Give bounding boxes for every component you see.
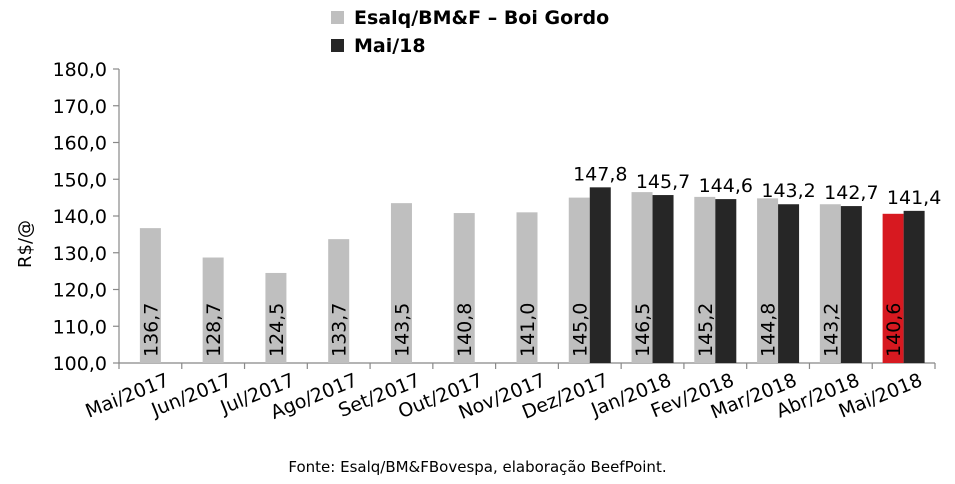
bar-esalq [202, 257, 224, 363]
bar-esalq [390, 203, 412, 363]
data-label-esalq: 124,5 [266, 303, 288, 357]
source-note: Fonte: Esalq/BM&FBovespa, elaboração Bee… [288, 458, 667, 476]
data-label-esalq: 128,7 [203, 303, 225, 357]
data-label-mai18: 142,7 [824, 182, 878, 204]
bar-mai18 [778, 204, 800, 363]
bar-mai18 [589, 187, 611, 363]
legend: Esalq/BM&F – Boi Gordo Mai/18 [331, 7, 609, 57]
bar-esalq [694, 196, 716, 363]
data-label-mai18: 145,7 [636, 171, 690, 193]
data-label-esalq: 136,7 [140, 303, 162, 357]
bar-esalq [882, 213, 904, 363]
bar-esalq [819, 204, 841, 363]
y-tick-label: 120,0 [53, 280, 107, 302]
y-tick-label: 140,0 [53, 206, 107, 228]
legend-swatch [331, 39, 344, 52]
y-tick-label: 160,0 [53, 133, 107, 155]
bar-esalq [631, 192, 653, 363]
bar-mai18 [652, 195, 674, 363]
data-label-esalq: 145,0 [569, 303, 591, 357]
bar-esalq [265, 272, 287, 363]
data-label-esalq: 141,0 [517, 303, 539, 357]
bar-esalq [328, 239, 350, 363]
data-label-mai18: 144,6 [699, 175, 753, 197]
y-tick-label: 110,0 [53, 316, 107, 338]
legend-swatch [331, 11, 344, 24]
y-axis: 100,0 110,0 120,0 130,0 140,0 150,0 160,0 170,0… [53, 59, 120, 375]
y-tick-label: 150,0 [53, 169, 107, 191]
y-tick-label: 180,0 [53, 59, 107, 81]
legend-label: Esalq/BM&F – Boi Gordo [354, 7, 609, 29]
data-label-mai18: 147,8 [573, 163, 627, 185]
bar-esalq [568, 197, 590, 363]
data-label-esalq: 140,6 [883, 303, 905, 357]
bar-mai18 [840, 206, 862, 363]
data-label-esalq: 143,2 [820, 303, 842, 357]
legend-label: Mai/18 [354, 35, 426, 57]
bar-esalq [757, 198, 779, 363]
y-tick-label: 170,0 [53, 96, 107, 118]
y-axis-title: R$/@ [15, 220, 36, 268]
data-label-mai18: 143,2 [761, 180, 815, 202]
bar-esalq [139, 228, 161, 363]
y-tick-label: 130,0 [53, 243, 107, 265]
bars [139, 187, 925, 363]
bar-esalq [516, 212, 538, 363]
bar-mai18 [715, 199, 737, 363]
data-label-esalq: 145,2 [695, 303, 717, 357]
bar-mai18 [903, 210, 925, 363]
x-axis: Mai/2017Jun/2017Jul/2017Ago/2017Set/2017… [82, 362, 936, 424]
data-label-mai18: 141,4 [887, 187, 941, 209]
data-label-esalq: 146,5 [632, 303, 654, 357]
data-label-esalq: 133,7 [329, 303, 351, 357]
data-label-esalq: 144,8 [758, 303, 780, 357]
y-tick-label: 100,0 [53, 353, 107, 375]
data-label-esalq: 140,8 [454, 303, 476, 357]
bar-esalq [453, 213, 475, 363]
data-label-esalq: 143,5 [391, 303, 413, 357]
data-labels: 136,7 128,7 124,5 133,7 143,5 140,8 141,0 145,0… [140, 163, 941, 357]
